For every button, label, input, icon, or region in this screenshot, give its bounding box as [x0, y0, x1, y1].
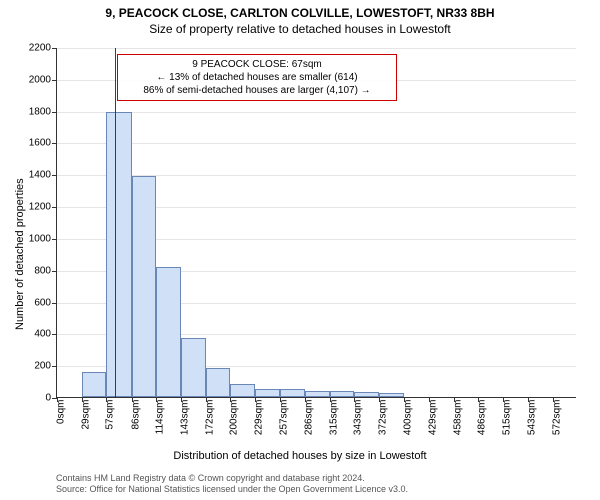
y-tick-label: 0: [19, 393, 51, 404]
footer-line-5: Source: Office for National Statistics l…: [56, 484, 408, 496]
y-tick-label: 600: [19, 297, 51, 308]
x-tick-label: 343sqm: [353, 400, 364, 436]
histogram-bar: [379, 393, 403, 397]
histogram-bar: [132, 176, 156, 397]
y-tick-mark: [52, 207, 57, 208]
info-box-line: ← 13% of detached houses are smaller (61…: [124, 71, 390, 84]
y-tick-mark: [52, 48, 57, 49]
x-tick-label: 372sqm: [378, 400, 389, 436]
reference-line: [115, 48, 116, 397]
histogram-bar: [82, 372, 106, 397]
x-tick-label: 572sqm: [551, 400, 562, 436]
x-axis-label: Distribution of detached houses by size …: [0, 450, 600, 462]
y-tick-label: 400: [19, 329, 51, 340]
gridline-h: [57, 143, 576, 144]
gridline-h: [57, 112, 576, 113]
x-tick-label: 429sqm: [427, 400, 438, 436]
histogram-bar: [354, 392, 379, 397]
chart-area: 0200400600800100012001400160018002000220…: [56, 48, 576, 398]
x-tick-label: 143sqm: [179, 400, 190, 436]
y-tick-label: 1400: [19, 170, 51, 181]
x-tick-label: 114sqm: [154, 400, 165, 435]
x-tick-label: 86sqm: [130, 400, 141, 430]
y-tick-mark: [52, 334, 57, 335]
histogram-bar: [330, 391, 354, 397]
info-box-line: 86% of semi-detached houses are larger (…: [124, 84, 390, 97]
x-tick-label: 0sqm: [56, 400, 67, 424]
y-tick-label: 2000: [19, 74, 51, 85]
histogram-bar: [106, 112, 131, 397]
footer-attribution: Contains HM Land Registry data © Crown c…: [56, 473, 408, 496]
plot-region: 0200400600800100012001400160018002000220…: [56, 48, 576, 398]
y-tick-label: 2200: [19, 43, 51, 54]
x-tick-label: 200sqm: [229, 400, 240, 436]
y-tick-label: 1000: [19, 233, 51, 244]
x-tick-label: 543sqm: [526, 400, 537, 436]
histogram-bar: [181, 338, 206, 397]
y-tick-label: 1600: [19, 138, 51, 149]
y-tick-mark: [52, 271, 57, 272]
histogram-bar: [255, 389, 279, 397]
histogram-bar: [156, 267, 181, 397]
histogram-bar: [305, 391, 330, 397]
x-tick-label: 515sqm: [502, 400, 513, 436]
x-tick-label: 286sqm: [303, 400, 314, 436]
y-tick-mark: [52, 143, 57, 144]
x-tick-label: 458sqm: [452, 400, 463, 436]
chart-title-sub: Size of property relative to detached ho…: [0, 20, 600, 36]
footer-line-1: Contains HM Land Registry data © Crown c…: [56, 473, 408, 485]
x-tick-label: 57sqm: [105, 400, 116, 430]
x-tick-label: 29sqm: [81, 400, 92, 430]
y-tick-mark: [52, 175, 57, 176]
y-tick-label: 1800: [19, 106, 51, 117]
y-tick-mark: [52, 80, 57, 81]
y-tick-mark: [52, 366, 57, 367]
histogram-bar: [206, 368, 230, 397]
y-tick-mark: [52, 112, 57, 113]
x-tick-label: 315sqm: [329, 400, 340, 436]
chart-title-main: 9, PEACOCK CLOSE, CARLTON COLVILLE, LOWE…: [0, 0, 600, 20]
y-tick-label: 1200: [19, 202, 51, 213]
y-tick-label: 200: [19, 361, 51, 372]
histogram-bar: [230, 384, 255, 397]
y-tick-mark: [52, 239, 57, 240]
histogram-bar: [280, 389, 305, 397]
x-tick-label: 172sqm: [205, 400, 216, 436]
y-tick-mark: [52, 303, 57, 304]
y-tick-label: 800: [19, 265, 51, 276]
x-tick-label: 229sqm: [254, 400, 265, 436]
gridline-h: [57, 48, 576, 49]
x-tick-label: 257sqm: [278, 400, 289, 436]
info-box-line: 9 PEACOCK CLOSE: 67sqm: [124, 58, 390, 71]
info-box: 9 PEACOCK CLOSE: 67sqm← 13% of detached …: [117, 54, 397, 101]
x-tick-label: 486sqm: [477, 400, 488, 436]
x-tick-label: 400sqm: [402, 400, 413, 436]
